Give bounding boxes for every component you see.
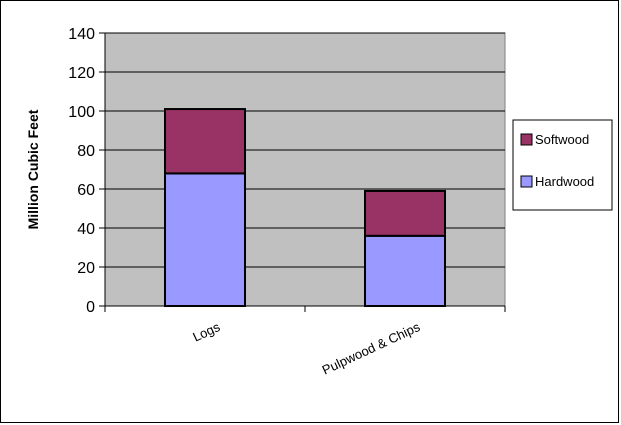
x-tick-label: Pulpwood & Chips bbox=[320, 319, 423, 378]
bar-segment-softwood bbox=[364, 189, 446, 237]
y-tick-label: 60 bbox=[77, 182, 95, 199]
y-tick-label: 140 bbox=[68, 26, 95, 43]
bars bbox=[164, 108, 446, 307]
bar-segment-hardwood bbox=[164, 172, 246, 307]
legend-swatch bbox=[520, 133, 533, 146]
y-tick-label: 120 bbox=[68, 65, 95, 82]
bar-segment-hardwood bbox=[364, 234, 446, 307]
y-tick-label: 0 bbox=[86, 299, 95, 316]
axes bbox=[99, 32, 506, 312]
y-tick-label: 100 bbox=[68, 104, 95, 121]
y-tick-label: 40 bbox=[77, 221, 95, 238]
y-tick-label: 80 bbox=[77, 143, 95, 160]
x-tick-label: Logs bbox=[190, 319, 222, 345]
legend-swatch bbox=[520, 175, 533, 188]
bar-segment-softwood bbox=[164, 108, 246, 175]
y-tick-labels: 0 20 40 60 80 100 120 140 bbox=[68, 26, 95, 316]
legend-label: Hardwood bbox=[535, 174, 594, 189]
legend: Softwood Hardwood bbox=[512, 119, 613, 211]
y-axis-title: Million Cubic Feet bbox=[25, 109, 41, 229]
x-tick-labels: Logs Pulpwood & Chips bbox=[190, 319, 422, 378]
y-tick-label: 20 bbox=[77, 260, 95, 277]
legend-label: Softwood bbox=[535, 132, 589, 147]
